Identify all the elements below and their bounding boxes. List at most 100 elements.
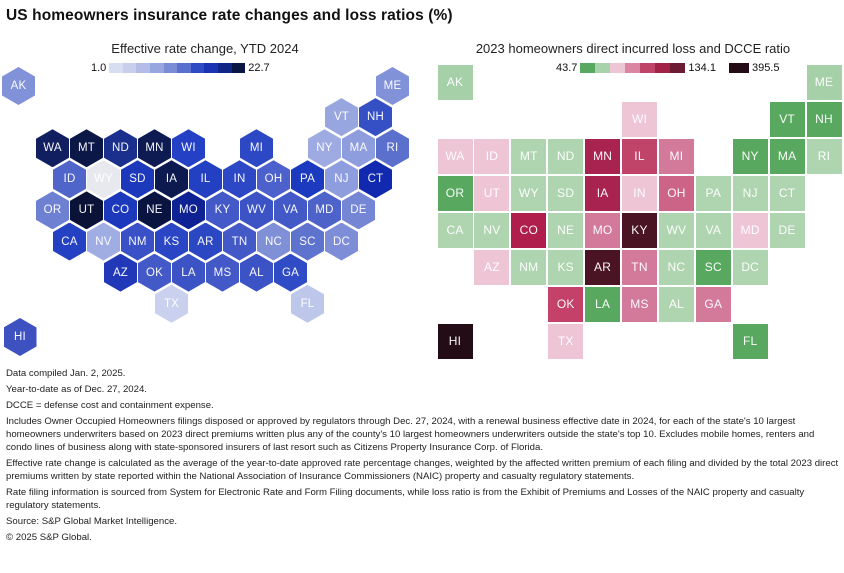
state-label: HI: [448, 334, 462, 348]
state-label: NM: [519, 260, 539, 274]
legend-segment: [190, 63, 205, 73]
hex-tile-md: MD: [308, 191, 341, 230]
square-tile-va: VA: [695, 212, 731, 248]
legend-mid-max-label: 134.1: [688, 62, 716, 74]
state-label: MN: [145, 142, 164, 155]
square-tile-wa: WA: [437, 138, 473, 174]
state-label: TX: [163, 297, 180, 310]
state-label: VA: [283, 204, 298, 217]
state-label: PA: [705, 186, 722, 200]
state-label: RI: [817, 149, 831, 163]
state-label: AZ: [484, 260, 500, 274]
footnote-line: Includes Owner Occupied Homeowners filin…: [6, 416, 815, 453]
left-map-title: Effective rate change, YTD 2024: [111, 41, 299, 56]
state-label: AR: [197, 235, 214, 248]
state-label: NC: [667, 260, 686, 274]
state-label: AR: [594, 260, 612, 274]
square-tile-wi: WI: [622, 101, 657, 137]
hex-tile-nv: NV: [87, 222, 120, 261]
state-label: NY: [741, 149, 759, 163]
hex-tile-ca: CA: [53, 222, 86, 261]
legend-min-label: 1.0: [91, 62, 107, 74]
hex-tile-ia: IA: [155, 160, 188, 199]
hex-tile-ri: RI: [376, 129, 409, 168]
hex-tile-mi: MI: [240, 129, 273, 168]
state-label: IL: [200, 173, 211, 186]
state-label: MD: [740, 223, 760, 237]
state-label: IA: [165, 173, 178, 186]
legend-outlier-swatch: [728, 63, 749, 73]
state-label: UT: [78, 204, 95, 217]
state-label: WV: [247, 204, 266, 217]
square-tile-me: ME: [806, 64, 842, 100]
hex-tile-dc: DC: [325, 222, 358, 261]
right-map-legend: 43.7 134.1 395.5: [553, 62, 782, 74]
left-map-legend: 1.0 22.7: [88, 62, 273, 74]
state-label: SD: [557, 186, 575, 200]
hex-tile-mo: MO: [172, 191, 205, 230]
footnote-line: DCCE = defense cost and containment expe…: [6, 400, 214, 411]
hex-tile-ak: AK: [2, 67, 35, 105]
hex-tile-ms: MS: [206, 253, 239, 292]
hex-tile-wa: WA: [36, 129, 69, 168]
hex-tile-oh: OH: [257, 160, 290, 199]
footnote-line: Source: S&P Global Market Intelligence.: [6, 516, 178, 527]
square-tile-ny: NY: [732, 138, 768, 174]
state-label: FL: [742, 334, 758, 348]
state-label: HI: [14, 331, 26, 343]
square-tile-ak: AK: [437, 64, 473, 100]
hex-tile-mn: MN: [138, 129, 171, 168]
square-tile-pa: PA: [695, 175, 731, 211]
state-label: WV: [666, 223, 687, 237]
state-label: NJ: [742, 186, 758, 200]
square-tile-md: MD: [732, 212, 768, 248]
hex-tile-nm: NM: [121, 222, 154, 261]
legend-color-scale: [109, 63, 246, 73]
square-tile-mi: MI: [658, 138, 694, 174]
hex-tile-ga: GA: [274, 253, 307, 292]
legend-min-label: 43.7: [556, 62, 578, 74]
square-tile-nh: NH: [806, 101, 842, 137]
state-label: AL: [249, 266, 264, 279]
state-label: MA: [777, 149, 797, 163]
state-label: MN: [593, 149, 613, 163]
state-label: KS: [163, 235, 180, 248]
square-tile-ca: CA: [437, 212, 473, 248]
state-label: CT: [778, 186, 796, 200]
hex-tile-co: CO: [104, 191, 137, 230]
state-label: GA: [281, 266, 299, 279]
state-label: VA: [705, 223, 722, 237]
state-label: NJ: [334, 173, 349, 186]
state-label: IA: [596, 186, 609, 200]
state-label: NC: [264, 235, 282, 248]
square-tile-ms: MS: [622, 286, 657, 322]
legend-segment: [218, 63, 232, 73]
square-tile-sc: SC: [695, 249, 731, 285]
square-tile-la: LA: [585, 286, 621, 322]
state-label: DC: [332, 235, 350, 248]
state-label: DE: [778, 223, 796, 237]
square-tile-mt: MT: [511, 138, 547, 174]
state-label: AK: [446, 75, 464, 89]
square-tile-ne: NE: [548, 212, 584, 248]
state-label: IN: [233, 173, 246, 186]
footnote-line: Rate filing information is sourced from …: [6, 487, 805, 511]
state-label: VT: [779, 112, 795, 126]
state-label: OH: [667, 186, 686, 200]
state-label: ID: [485, 149, 499, 163]
square-tile-co: CO: [511, 212, 547, 248]
state-label: MS: [213, 266, 232, 279]
state-label: ME: [814, 75, 834, 89]
state-label: WA: [445, 149, 465, 163]
hex-tile-ny: NY: [308, 129, 341, 168]
footnote-line: Data compiled Jan. 2, 2025.: [6, 368, 126, 379]
square-tile-wv: WV: [658, 212, 694, 248]
hex-tile-ky: KY: [206, 191, 239, 230]
legend-segment: [163, 63, 178, 73]
state-label: WI: [181, 142, 196, 155]
hex-tile-vt: VT: [325, 98, 358, 137]
square-tile-tn: TN: [622, 249, 657, 285]
footnote-line: Effective rate change is calculated as t…: [6, 458, 839, 482]
hex-tile-la: LA: [172, 253, 205, 292]
state-label: WY: [518, 186, 539, 200]
